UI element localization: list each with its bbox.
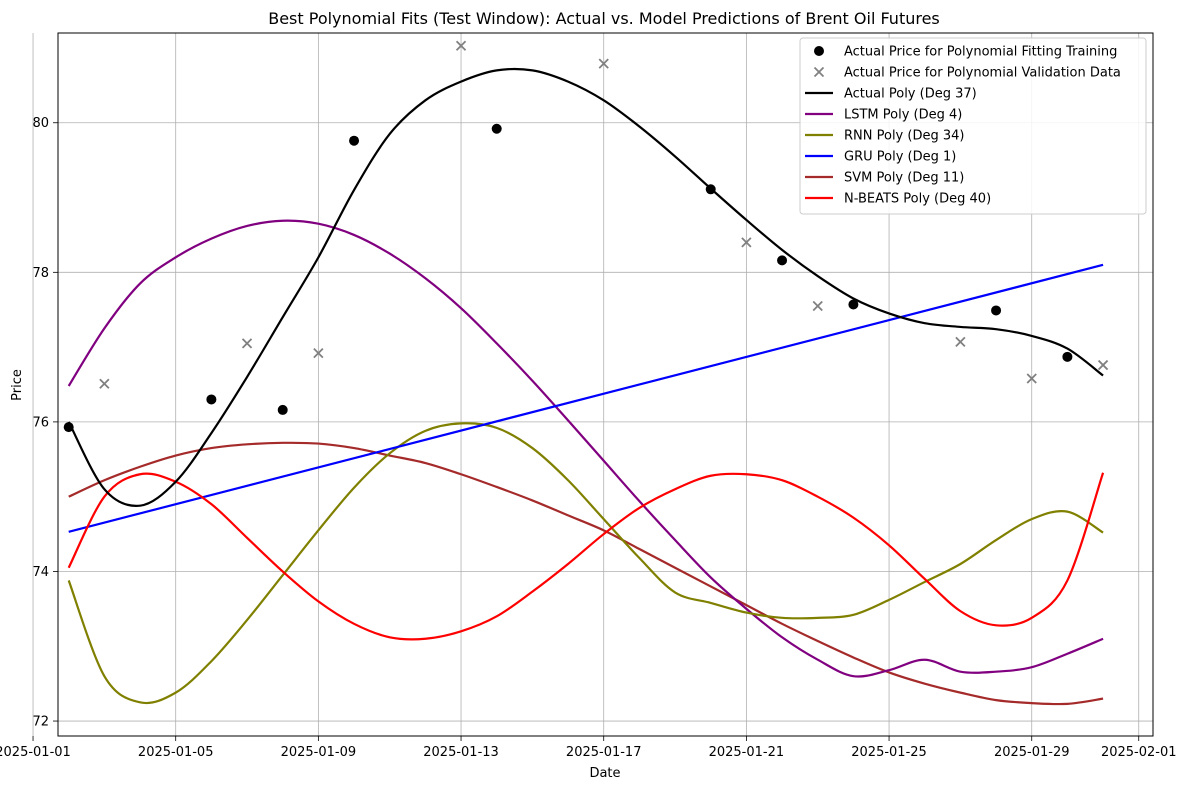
legend-label: Actual Price for Polynomial Fitting Trai… — [844, 45, 1117, 60]
y-axis-ticks: 72 74 76 78 80 — [32, 116, 58, 730]
plot-area-frame — [57, 32, 1154, 737]
training-point — [991, 305, 1002, 316]
legend: Actual Price for Polynomial Fitting Trai… — [799, 37, 1147, 215]
legend-training-points: Actual Price for Polynomial Fitting Trai… — [814, 45, 1117, 60]
chart-title: Best Polynomial Fits (Test Window): Actu… — [268, 9, 940, 28]
legend-label: N-BEATS Poly (Deg 40) — [844, 192, 991, 207]
validation-point — [99, 378, 110, 389]
validation-point — [455, 40, 467, 51]
legend-label: Actual Price for Polynomial Validation D… — [844, 66, 1121, 81]
training-point — [349, 135, 360, 146]
training-point — [491, 123, 502, 134]
validation-point — [598, 58, 609, 69]
legend-svm-poly-deg-11: SVM Poly (Deg 11) — [805, 171, 964, 186]
validation-point — [313, 347, 324, 359]
rnn-poly-deg-34-line — [67, 422, 1104, 705]
x-tick-label: 2025-01-13 — [423, 745, 499, 760]
training-point — [277, 404, 288, 415]
validation-point — [1026, 373, 1037, 384]
gru-poly-deg-1-line — [68, 263, 1104, 533]
training-point — [848, 299, 859, 310]
x-tick-label: 2025-01-25 — [851, 745, 927, 760]
training-point — [206, 394, 217, 405]
actual-poly-deg-37-line — [67, 67, 1104, 507]
x-tick-label: 2025-02-01 — [1101, 745, 1177, 760]
legend-rnn-poly-deg-34: RNN Poly (Deg 34) — [805, 129, 964, 144]
legend-label: LSTM Poly (Deg 4) — [844, 108, 962, 123]
y-tick-label: 72 — [32, 715, 49, 730]
validation-point — [1097, 359, 1109, 371]
legend-actual-poly-deg-37: Actual Poly (Deg 37) — [805, 87, 977, 102]
y-tick-label: 74 — [32, 565, 49, 580]
x-tick-label: 2025-01-17 — [566, 745, 642, 760]
fit-curves — [67, 67, 1105, 706]
training-point — [705, 184, 716, 195]
svm-poly-deg-11-line — [68, 441, 1104, 706]
legend-validation-points: Actual Price for Polynomial Validation D… — [813, 66, 1121, 81]
y-axis-label: Price — [10, 369, 25, 401]
x-tick-label: 2025-01-29 — [994, 745, 1070, 760]
y-tick-label: 76 — [32, 415, 49, 430]
x-axis-label: Date — [589, 766, 620, 781]
legend-gru-poly-deg-1: GRU Poly (Deg 1) — [805, 150, 956, 165]
legend-swatch — [813, 66, 825, 78]
x-tick-label: 2025-01-05 — [138, 745, 214, 760]
training-point — [1062, 351, 1073, 362]
training-point — [63, 422, 74, 433]
x-tick-label: 2025-01-21 — [709, 745, 785, 760]
validation-point — [741, 237, 752, 248]
n-beats-poly-deg-40-line — [67, 472, 1105, 641]
y-tick-label: 78 — [32, 266, 49, 281]
validation-point — [812, 300, 823, 312]
legend-swatch — [814, 46, 824, 56]
x-tick-label: 2025-01-01 — [0, 745, 71, 760]
legend-n-beats-poly-deg-40: N-BEATS Poly (Deg 40) — [805, 192, 991, 207]
legend-label: GRU Poly (Deg 1) — [844, 150, 956, 165]
data-points — [63, 40, 1109, 433]
legend-box — [799, 37, 1147, 215]
y-tick-label: 80 — [32, 116, 49, 131]
legend-label: Actual Poly (Deg 37) — [844, 87, 977, 102]
x-tick-label: 2025-01-09 — [281, 745, 357, 760]
training-point — [777, 255, 788, 266]
x-axis-ticks: 2025-01-01 2025-01-05 2025-01-09 2025-01-13… — [0, 736, 1177, 760]
validation-point — [955, 336, 966, 348]
lstm-poly-deg-4-line — [67, 219, 1104, 678]
legend-label: SVM Poly (Deg 11) — [844, 171, 964, 186]
validation-point — [241, 338, 253, 349]
legend-lstm-poly-deg-4: LSTM Poly (Deg 4) — [805, 108, 962, 123]
legend-label: RNN Poly (Deg 34) — [844, 129, 964, 144]
